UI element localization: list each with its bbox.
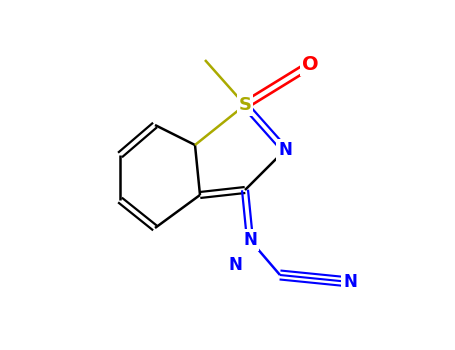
Text: N: N — [228, 256, 242, 274]
Text: N: N — [343, 273, 357, 291]
Text: S: S — [238, 96, 252, 114]
Text: O: O — [302, 56, 318, 75]
Text: N: N — [243, 231, 257, 249]
Text: N: N — [278, 141, 292, 159]
